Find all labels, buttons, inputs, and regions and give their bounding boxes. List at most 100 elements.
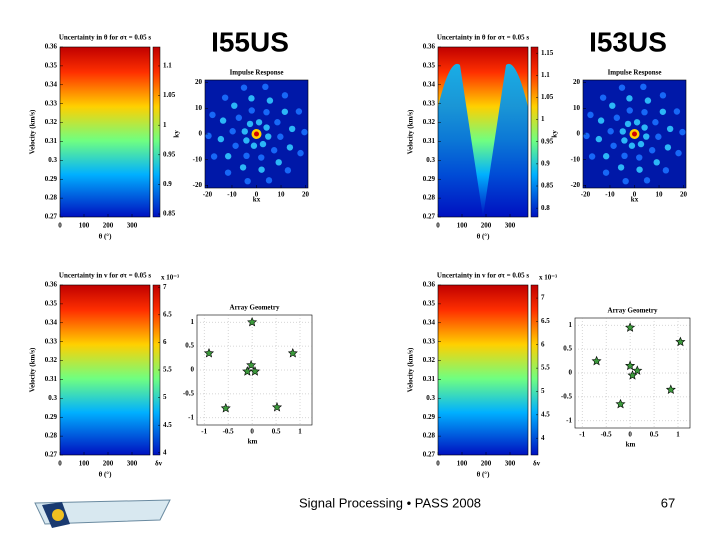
y-tick-label: 10 <box>195 104 203 112</box>
colorbar-tick-label: 1.05 <box>163 91 176 99</box>
colorbar-tick-label: 1.1 <box>541 71 550 79</box>
impulse-lobe <box>274 119 281 126</box>
y-tick-label: 0.28 <box>423 194 436 202</box>
sensor <box>625 360 636 371</box>
impulse-lobe <box>243 152 250 160</box>
impulse-lobe <box>624 120 632 128</box>
impulse-lobe <box>664 144 672 151</box>
x-tick-label: 0 <box>436 222 440 230</box>
impulse-lobe <box>281 92 289 99</box>
y-tick-label: 0.35 <box>45 299 58 307</box>
impulse-lobe <box>609 102 616 109</box>
y-tick-label: 0.31 <box>423 137 436 145</box>
y-tick-label: -1 <box>188 413 194 421</box>
heatmap <box>60 285 150 455</box>
colorbar-tick-label: 5 <box>541 387 545 395</box>
y-tick-label: 0.32 <box>45 118 58 126</box>
sensor <box>627 370 638 380</box>
impulse-lobe <box>270 147 278 154</box>
x-tick-label: 100 <box>457 222 468 230</box>
y-tick-label: 0.28 <box>45 432 58 440</box>
x-tick-label: -20 <box>203 191 213 199</box>
impulse-lobe <box>297 149 304 157</box>
x-axis-label: km <box>626 441 636 449</box>
impulse-lobe <box>262 83 269 91</box>
sensor <box>287 348 298 358</box>
x-tick-label: -0.5 <box>601 431 613 439</box>
impulse-lobe <box>628 142 636 149</box>
x-tick-label: 0 <box>255 191 259 199</box>
x-tick-label: 10 <box>278 191 286 199</box>
impulse-lobe <box>636 154 643 161</box>
impulse-lobe <box>619 128 626 135</box>
y-tick-label: 0 <box>191 366 195 374</box>
impulse-lobe <box>244 177 251 185</box>
x-tick-label: 200 <box>481 460 492 468</box>
y-tick-label: 0.34 <box>45 80 58 88</box>
impulse-lobe <box>653 159 660 166</box>
y-tick-label: 0.31 <box>45 137 58 145</box>
colorbar <box>530 46 539 218</box>
plot-frame <box>437 46 529 218</box>
y-tick-label: -10 <box>571 155 581 163</box>
x-tick-label: -10 <box>227 191 237 199</box>
y-tick-label: 0.3 <box>48 156 57 164</box>
y-tick-label: 0.29 <box>423 413 436 421</box>
x-tick-label: 0 <box>58 222 62 230</box>
impulse-lobe <box>633 119 641 126</box>
x-tick-label: 0.5 <box>272 428 281 436</box>
x-tick-label: 20 <box>680 191 688 199</box>
impulse-lobe <box>673 108 681 115</box>
y-tick-label: 0.36 <box>423 281 436 289</box>
impulse-lobe <box>662 167 670 174</box>
impulse-lobe <box>255 119 263 126</box>
sensor <box>615 398 626 409</box>
x-tick-label: 200 <box>103 460 114 468</box>
heatmap-wave <box>438 63 528 218</box>
impulse-lobe <box>636 166 643 173</box>
plot-title: Array Geometry <box>608 307 658 315</box>
colorbar-tick-label: 1.1 <box>163 62 172 70</box>
impulse-lobe <box>621 137 628 144</box>
y-tick-label: 0.32 <box>423 118 436 126</box>
impulse-lobe <box>659 108 667 115</box>
impulse-lobe <box>618 84 626 91</box>
colorbar-tick-label: 0.95 <box>541 137 554 145</box>
y-tick-label: 0.36 <box>423 43 436 51</box>
impulse-lobe <box>209 111 216 119</box>
x-tick-label: 300 <box>127 460 138 468</box>
colorbar <box>152 46 161 218</box>
impulse-lobe <box>275 159 282 166</box>
x-axis-label: θ (°) <box>99 471 113 479</box>
impulse-lobe <box>637 140 645 148</box>
colorbar-tick-label: 0.8 <box>541 204 550 212</box>
y-tick-label: 10 <box>573 104 581 112</box>
impulse-lobe <box>210 153 218 160</box>
page-number: 67 <box>661 495 675 510</box>
y-tick-label: 20 <box>573 78 581 86</box>
impulse-lobe <box>617 164 625 171</box>
impulse-lobe <box>641 108 648 116</box>
sensor <box>271 402 283 412</box>
impulse-lobe <box>229 128 236 135</box>
impulse-lobe <box>602 153 610 160</box>
impulse-lobe <box>248 95 255 102</box>
plot-title: Uncertainty in v for στ = 0.05 s <box>437 272 529 280</box>
plot-frame <box>437 284 529 456</box>
impulse-lobe <box>602 169 610 176</box>
sensor <box>249 366 261 376</box>
colorbar-tick-label: 5 <box>163 393 167 401</box>
y-tick-label: 0.5 <box>185 342 194 350</box>
impulse-lobe <box>666 125 674 133</box>
x-tick-label: 200 <box>481 222 492 230</box>
y-tick-label: 0.29 <box>423 175 436 183</box>
plot-title: Uncertainty in θ for στ = 0.05 s <box>437 34 530 42</box>
impulse-lobe <box>675 149 682 157</box>
heatmap <box>438 285 528 455</box>
colorbar <box>530 284 539 456</box>
colorbar-tick-label: 4 <box>541 434 545 442</box>
colorbar-label: δv <box>155 460 163 468</box>
impulse-lobe <box>679 128 686 136</box>
y-tick-label: 0.27 <box>45 213 58 221</box>
y-tick-label: 0.33 <box>423 337 436 345</box>
